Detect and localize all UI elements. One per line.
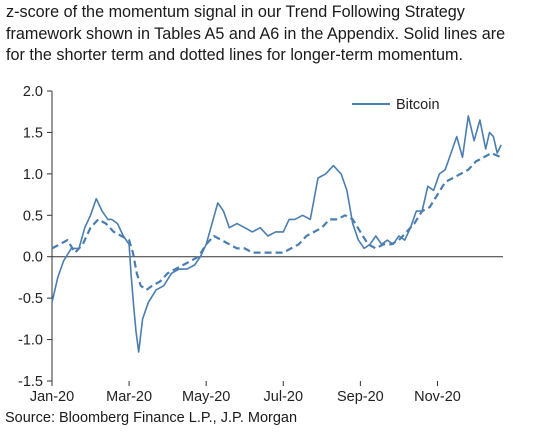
caption-line: for the shorter term and dotted lines fo… xyxy=(6,46,464,64)
source-note: Source: Bloomberg Finance L.P., J.P. Mor… xyxy=(5,410,298,426)
series-line-bitcoin xyxy=(51,115,502,353)
x-tick-label: May-20 xyxy=(182,389,230,405)
chart-legend: Bitcoin xyxy=(352,97,440,113)
caption-line: framework shown in Tables A5 and A6 in t… xyxy=(6,24,506,43)
chart-caption: z-score of the momentum signal in our Tr… xyxy=(6,2,551,67)
y-tick-label: 0.5 xyxy=(23,208,43,224)
series-line-longer-term xyxy=(51,152,502,291)
y-tick-label: -0.5 xyxy=(18,291,43,307)
y-tick-label: 1.0 xyxy=(23,167,43,183)
x-tick-label: Sep-20 xyxy=(337,389,384,405)
y-tick-label: -1.5 xyxy=(18,374,43,390)
x-tick-label: Jan-20 xyxy=(30,389,74,405)
x-tick-label: Mar-20 xyxy=(106,389,152,405)
caption-line: z-score of the momentum signal in our Tr… xyxy=(6,3,465,21)
x-tick-label: Nov-20 xyxy=(414,389,461,405)
y-tick-label: -1.0 xyxy=(18,333,43,349)
y-tick-label: 0.0 xyxy=(23,250,43,266)
x-tick-label: Jul-20 xyxy=(264,389,304,405)
y-tick-label: 1.5 xyxy=(23,125,43,141)
legend-label: Bitcoin xyxy=(396,97,440,113)
series-layer xyxy=(51,115,502,353)
y-tick-label: 2.0 xyxy=(23,84,43,100)
